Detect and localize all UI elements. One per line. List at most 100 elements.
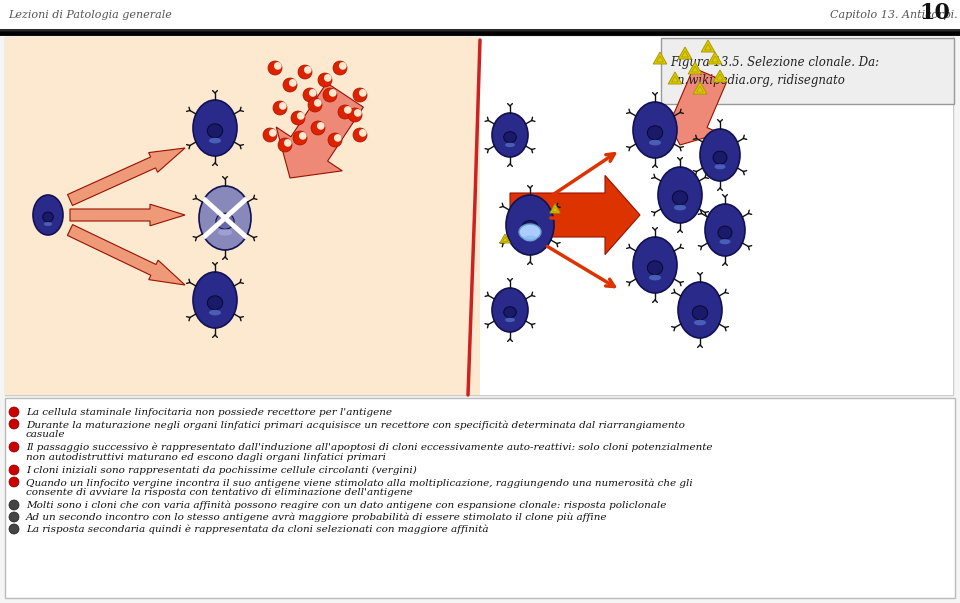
- Ellipse shape: [193, 272, 237, 328]
- FancyBboxPatch shape: [5, 398, 955, 598]
- Circle shape: [353, 88, 367, 102]
- Circle shape: [324, 74, 331, 82]
- Circle shape: [284, 139, 292, 147]
- Polygon shape: [701, 40, 715, 52]
- Circle shape: [309, 89, 317, 96]
- Ellipse shape: [523, 236, 537, 241]
- Circle shape: [9, 477, 19, 487]
- Circle shape: [303, 88, 317, 102]
- Polygon shape: [67, 224, 185, 285]
- Ellipse shape: [700, 129, 740, 181]
- Circle shape: [9, 407, 19, 417]
- Circle shape: [9, 465, 19, 475]
- Text: en.wikipedia.org, ridisegnato: en.wikipedia.org, ridisegnato: [670, 74, 845, 87]
- Circle shape: [311, 121, 325, 135]
- Text: Il passaggio successivo è rappresentato dall'induzione all'apoptosi di cloni ecc: Il passaggio successivo è rappresentato …: [26, 443, 712, 452]
- Circle shape: [317, 122, 324, 130]
- Circle shape: [269, 129, 276, 137]
- Ellipse shape: [649, 275, 661, 280]
- Polygon shape: [688, 62, 702, 74]
- Ellipse shape: [718, 226, 732, 239]
- Ellipse shape: [714, 164, 726, 169]
- Circle shape: [291, 111, 305, 125]
- Polygon shape: [678, 47, 692, 59]
- Circle shape: [353, 128, 367, 142]
- Ellipse shape: [633, 237, 677, 293]
- Circle shape: [359, 129, 367, 137]
- Text: Durante la maturazione negli organi linfatici primari acquisisce un recettore co: Durante la maturazione negli organi linf…: [26, 420, 684, 429]
- Circle shape: [9, 419, 19, 429]
- Ellipse shape: [33, 195, 63, 235]
- Polygon shape: [276, 83, 363, 178]
- Ellipse shape: [505, 318, 515, 322]
- Circle shape: [9, 500, 19, 510]
- Circle shape: [263, 128, 277, 142]
- Circle shape: [359, 89, 367, 96]
- FancyBboxPatch shape: [661, 38, 954, 104]
- Ellipse shape: [633, 102, 677, 158]
- Ellipse shape: [43, 212, 53, 222]
- Text: La risposta secondaria quindi è rappresentata da cloni selezionati con maggiore : La risposta secondaria quindi è rapprese…: [26, 525, 489, 534]
- Ellipse shape: [506, 195, 554, 255]
- Polygon shape: [713, 70, 727, 82]
- Circle shape: [289, 79, 297, 87]
- Circle shape: [314, 99, 322, 107]
- Ellipse shape: [209, 138, 221, 144]
- Polygon shape: [660, 68, 727, 145]
- Ellipse shape: [504, 307, 516, 318]
- Polygon shape: [708, 52, 722, 64]
- Text: 10: 10: [919, 2, 950, 24]
- Polygon shape: [693, 82, 707, 94]
- Ellipse shape: [519, 224, 541, 240]
- Ellipse shape: [658, 167, 702, 223]
- Circle shape: [273, 101, 287, 115]
- Circle shape: [354, 109, 362, 117]
- Ellipse shape: [678, 282, 722, 338]
- FancyBboxPatch shape: [0, 0, 960, 30]
- Ellipse shape: [504, 131, 516, 143]
- Text: La cellula staminale linfocitaria non possiede recettore per l'antigene: La cellula staminale linfocitaria non po…: [26, 408, 392, 417]
- Text: casuale: casuale: [26, 430, 65, 439]
- Ellipse shape: [207, 124, 223, 138]
- Ellipse shape: [44, 222, 52, 226]
- Ellipse shape: [672, 191, 687, 205]
- Circle shape: [304, 66, 312, 74]
- Text: Quando un linfocito vergine incontra il suo antigene viene stimolato alla moltip: Quando un linfocito vergine incontra il …: [26, 478, 693, 487]
- Circle shape: [297, 112, 304, 120]
- Circle shape: [348, 108, 362, 122]
- Circle shape: [334, 134, 342, 142]
- Ellipse shape: [505, 143, 515, 147]
- Text: non autodistruttivi maturano ed escono dagli organi linfatici primari: non autodistruttivi maturano ed escono d…: [26, 453, 386, 462]
- Text: I cloni iniziali sono rappresentati da pochissime cellule circolanti (vergini): I cloni iniziali sono rappresentati da p…: [26, 466, 417, 475]
- FancyBboxPatch shape: [5, 37, 953, 395]
- Ellipse shape: [649, 140, 661, 145]
- Ellipse shape: [719, 239, 731, 244]
- Polygon shape: [653, 52, 667, 64]
- Ellipse shape: [218, 229, 232, 236]
- Circle shape: [339, 62, 347, 70]
- Circle shape: [328, 133, 342, 147]
- Ellipse shape: [199, 186, 251, 250]
- Circle shape: [329, 89, 337, 96]
- Polygon shape: [510, 175, 640, 254]
- Polygon shape: [500, 234, 510, 243]
- Text: Capitolo 13. Anticorpi.: Capitolo 13. Anticorpi.: [830, 10, 958, 20]
- Polygon shape: [70, 204, 185, 226]
- Circle shape: [333, 61, 347, 75]
- Ellipse shape: [647, 261, 662, 275]
- Ellipse shape: [694, 320, 706, 326]
- Circle shape: [308, 98, 322, 112]
- Text: Molti sono i cloni che con varia affinità possono reagire con un dato antigene c: Molti sono i cloni che con varia affinit…: [26, 501, 666, 511]
- Circle shape: [323, 88, 337, 102]
- Polygon shape: [67, 148, 185, 206]
- Circle shape: [274, 62, 281, 70]
- Circle shape: [318, 73, 332, 87]
- Text: Lezioni di Patologia generale: Lezioni di Patologia generale: [8, 10, 172, 20]
- Ellipse shape: [521, 221, 539, 236]
- Ellipse shape: [647, 126, 662, 140]
- Circle shape: [9, 512, 19, 522]
- Ellipse shape: [193, 100, 237, 156]
- FancyBboxPatch shape: [480, 37, 953, 395]
- Circle shape: [344, 106, 351, 114]
- Ellipse shape: [209, 310, 221, 315]
